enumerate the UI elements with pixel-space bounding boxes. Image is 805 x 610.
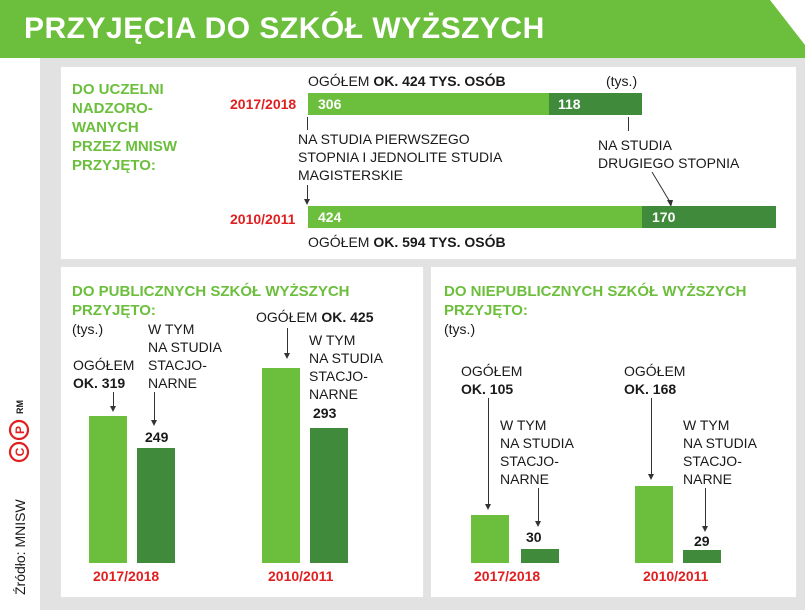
private-year-2010: 2010/2011 [643, 568, 709, 584]
svg-text:P: P [13, 426, 27, 434]
press-icon: P [8, 419, 30, 441]
private-total-2017: OGÓŁEM OK. 105 [461, 363, 523, 397]
top-bar-2017-first [308, 93, 550, 115]
copyright-label: RM [15, 400, 25, 414]
note-first-arrow [304, 199, 310, 205]
top-year-2017: 2017/2018 [230, 96, 297, 112]
note-second-degree: NA STUDIA DRUGIEGO STOPNIA [598, 137, 740, 171]
public-total-2017: OGÓŁEM OK. 319 [73, 357, 135, 391]
private-note-2017-connector [538, 488, 539, 522]
private-bar-2010-total [635, 485, 673, 563]
top-bar-2010-second [642, 206, 776, 228]
public-heading: DO PUBLICZNYCH SZKÓŁ WYŻSZYCH PRZYJĘTO: [72, 283, 350, 319]
note-first-connector-top [307, 117, 308, 130]
top-bar-2010-first [308, 206, 643, 228]
top-heading: DO UCZELNI NADZORO- WANYCH PRZEZ MNISW PRZYJ… [72, 81, 177, 174]
private-total-2010: OGÓŁEM OK. 168 [624, 363, 686, 397]
public-total-2010-connector [287, 328, 288, 353]
public-bar-2017-total [89, 416, 127, 563]
private-total-2017-connector [488, 398, 489, 504]
private-bar-2017-stationary [521, 549, 559, 563]
public-note-2017-arrow [151, 420, 157, 426]
private-note-2017: W TYM NA STUDIA STACJO- NARNE [500, 417, 574, 487]
private-total-2010-arrow [648, 474, 654, 480]
top-total-2017: OGÓŁEM OK. 424 TYS. OSÓB [308, 73, 506, 89]
public-total-2017-connector [113, 392, 114, 407]
private-note-2010-arrow [702, 526, 708, 532]
private-total-2010-connector [651, 398, 652, 474]
public-bar-2010-total [262, 367, 300, 563]
note-second-connector-bottom [651, 172, 673, 207]
source-label: Źródło: MNISW [12, 499, 28, 595]
private-total-2017-arrow [485, 504, 491, 510]
public-total-2017-arrow [110, 406, 116, 412]
public-dval-2010: 293 [313, 405, 337, 421]
public-total-2010: OGÓŁEM OK. 425 [256, 309, 374, 325]
note-second-connector-top [628, 117, 629, 131]
private-year-2017: 2017/2018 [474, 568, 541, 584]
private-unit: (tys.) [444, 321, 476, 337]
side-credits: Źródło: MNISW C P RM [8, 400, 30, 595]
public-bar-2017-stationary [137, 448, 175, 563]
private-bar-2017-total [471, 514, 509, 563]
public-year-2010: 2010/2011 [268, 568, 334, 584]
private-dval-2010: 29 [694, 533, 710, 549]
copyright-icon: C [8, 441, 30, 463]
public-note-2010: W TYM NA STUDIA STACJO- NARNE [309, 332, 383, 402]
svg-text:C: C [13, 447, 27, 456]
private-note-2017-arrow [535, 521, 541, 527]
public-total-2010-arrow [284, 353, 290, 359]
private-note-2010-connector [705, 488, 706, 526]
title-banner [0, 0, 805, 58]
top-bar-2017-second-label: 118 [558, 96, 581, 112]
top-year-2010: 2010/2011 [230, 211, 296, 227]
public-unit: (tys.) [72, 321, 104, 337]
private-note-2010: W TYM NA STUDIA STACJO- NARNE [683, 417, 757, 487]
public-dval-2017: 249 [145, 429, 169, 445]
top-bar-2010-first-label: 424 [318, 209, 342, 225]
public-bar-2010-stationary [310, 428, 348, 563]
private-bar-2010-stationary [683, 549, 721, 563]
public-note-2017-connector [154, 392, 155, 420]
page-title: PRZYJĘCIA DO SZKÓŁ WYŻSZYCH [24, 12, 545, 45]
top-total-2010: OGÓŁEM OK. 594 TYS. OSÓB [308, 234, 506, 250]
public-year-2017: 2017/2018 [93, 568, 160, 584]
note-first-connector-bottom [307, 185, 308, 199]
top-unit: (tys.) [606, 73, 638, 89]
public-note-2017: W TYM NA STUDIA STACJO- NARNE [148, 321, 222, 391]
top-bar-2010-second-label: 170 [652, 209, 676, 225]
private-heading: DO NIEPUBLICZNYCH SZKÓŁ WYŻSZYCH PRZYJĘTO… [444, 283, 747, 319]
top-bar-2017-second [549, 93, 643, 115]
private-dval-2017: 30 [526, 529, 542, 545]
top-bar-2017-first-label: 306 [318, 96, 342, 112]
note-first-degree: NA STUDIA PIERWSZEGO STOPNIA I JEDNOLITE … [298, 131, 503, 183]
